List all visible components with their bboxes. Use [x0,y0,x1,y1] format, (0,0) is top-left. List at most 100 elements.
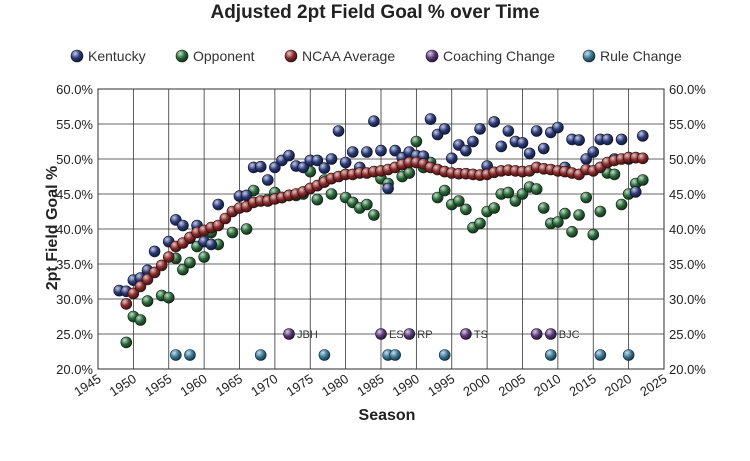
kentucky-point [495,140,508,153]
axes: 20.0% 20.0% 25.0% 25.0% 30.0% 30.0% 35.0% 35.0%… [56,82,706,399]
kentucky-point [297,161,309,174]
opponent-point [184,256,196,269]
x-tick-label: 1965 [213,371,245,399]
opponent-point [177,263,189,276]
x-axis-label: Season [359,407,416,424]
kentucky-point [516,137,529,149]
rule-change-point [318,349,331,361]
kentucky-point [587,146,600,158]
legend-marker-opponent [175,49,189,63]
legend-marker-kentucky [70,49,84,63]
x-tick-label: 2005 [496,371,528,399]
kentucky-point [530,125,543,137]
kentucky-point [261,174,274,186]
ncaa-average-point [212,219,225,232]
rule-change-point [184,349,196,361]
y-tick-label-right: 20.0% [669,362,706,377]
y-tick-label-left: 30.0% [56,292,93,307]
kentucky-point [205,238,217,251]
opponent-point [438,184,451,197]
y-tick-label-left: 60.0% [56,82,93,97]
ncaa-average-point [162,251,175,263]
rule-change-point [438,349,451,361]
y-tick-label-left: 45.0% [56,187,93,202]
kentucky-point [636,130,649,142]
coaching-change-label: RP [417,329,432,341]
opponent-point [559,207,571,220]
opponent-point [361,198,373,211]
kentucky-point [148,245,161,258]
ncaa-average-point [141,273,154,286]
coaching-change-label: TS [474,329,488,341]
opponent-point [120,336,133,349]
x-tick-label: 1970 [248,371,280,399]
kentucky-point [438,123,451,135]
opponent-point [162,291,175,304]
x-tick-label: 2000 [460,371,492,399]
kentucky-point [601,133,614,146]
kentucky-point [389,144,401,157]
x-tick-label: 1955 [142,371,174,399]
data-points: JBH ES RP TS BJC [113,113,649,361]
kentucky-point [629,186,642,198]
y-tick-label-left: 20.0% [56,362,93,377]
y-tick-label-right: 25.0% [669,327,706,342]
y-tick-label-right: 55.0% [669,117,706,132]
kentucky-point [212,198,225,211]
y-tick-label-left: 40.0% [56,222,93,237]
x-tick-label: 1985 [354,371,386,399]
coaching-change-point [403,328,416,340]
kentucky-point [318,162,331,174]
legend-marker-coaching-change [425,49,439,63]
opponent-point [474,217,486,230]
kentucky-point [467,135,479,148]
y-tick-label-right: 45.0% [669,187,706,202]
opponent-point [502,186,515,199]
rule-change-point [389,349,401,361]
kentucky-point [523,147,536,160]
opponent-point [431,191,444,204]
x-tick-label: 1960 [177,371,209,399]
x-tick-label: 1975 [283,371,315,399]
kentucky-point [474,123,486,135]
kentucky-point [537,142,550,155]
opponent-point [636,174,649,186]
kentucky-point [332,125,345,137]
opponent-point [552,216,564,228]
opponent-point [594,205,607,218]
rule-change-point [594,349,607,361]
opponent-point [615,198,628,211]
coaching-change-label: JBH [297,329,318,341]
opponent-point [566,226,578,238]
y-tick-label-right: 30.0% [669,292,706,307]
x-tick-label: 2015 [566,371,598,399]
kentucky-point [368,115,380,127]
y-tick-label-right: 50.0% [669,152,706,167]
rule-change-point [170,349,182,361]
kentucky-point [325,153,338,165]
x-tick-label: 1990 [390,371,422,399]
y-tick-label-left: 35.0% [56,257,93,272]
ncaa-average-point [636,152,649,165]
x-tick-label: 2010 [531,371,563,399]
opponent-point [509,195,522,207]
kentucky-point [382,182,394,195]
kentucky-point [445,152,458,165]
kentucky-point [339,156,352,169]
x-tick-label: 1950 [107,371,139,399]
rule-change-point [254,349,267,361]
ncaa-average-point [134,280,147,293]
kentucky-point [346,146,359,158]
opponent-point [134,314,147,326]
y-tick-label-left: 55.0% [56,117,93,132]
kentucky-point [177,219,189,232]
kentucky-point [502,125,515,137]
kentucky-point [615,133,628,146]
kentucky-point [552,121,564,134]
coaching-change-point [375,328,387,340]
opponent-point [608,168,621,181]
opponent-point [368,209,380,221]
legend-label-rule-change: Rule Change [600,48,682,64]
opponent-point [573,209,585,221]
